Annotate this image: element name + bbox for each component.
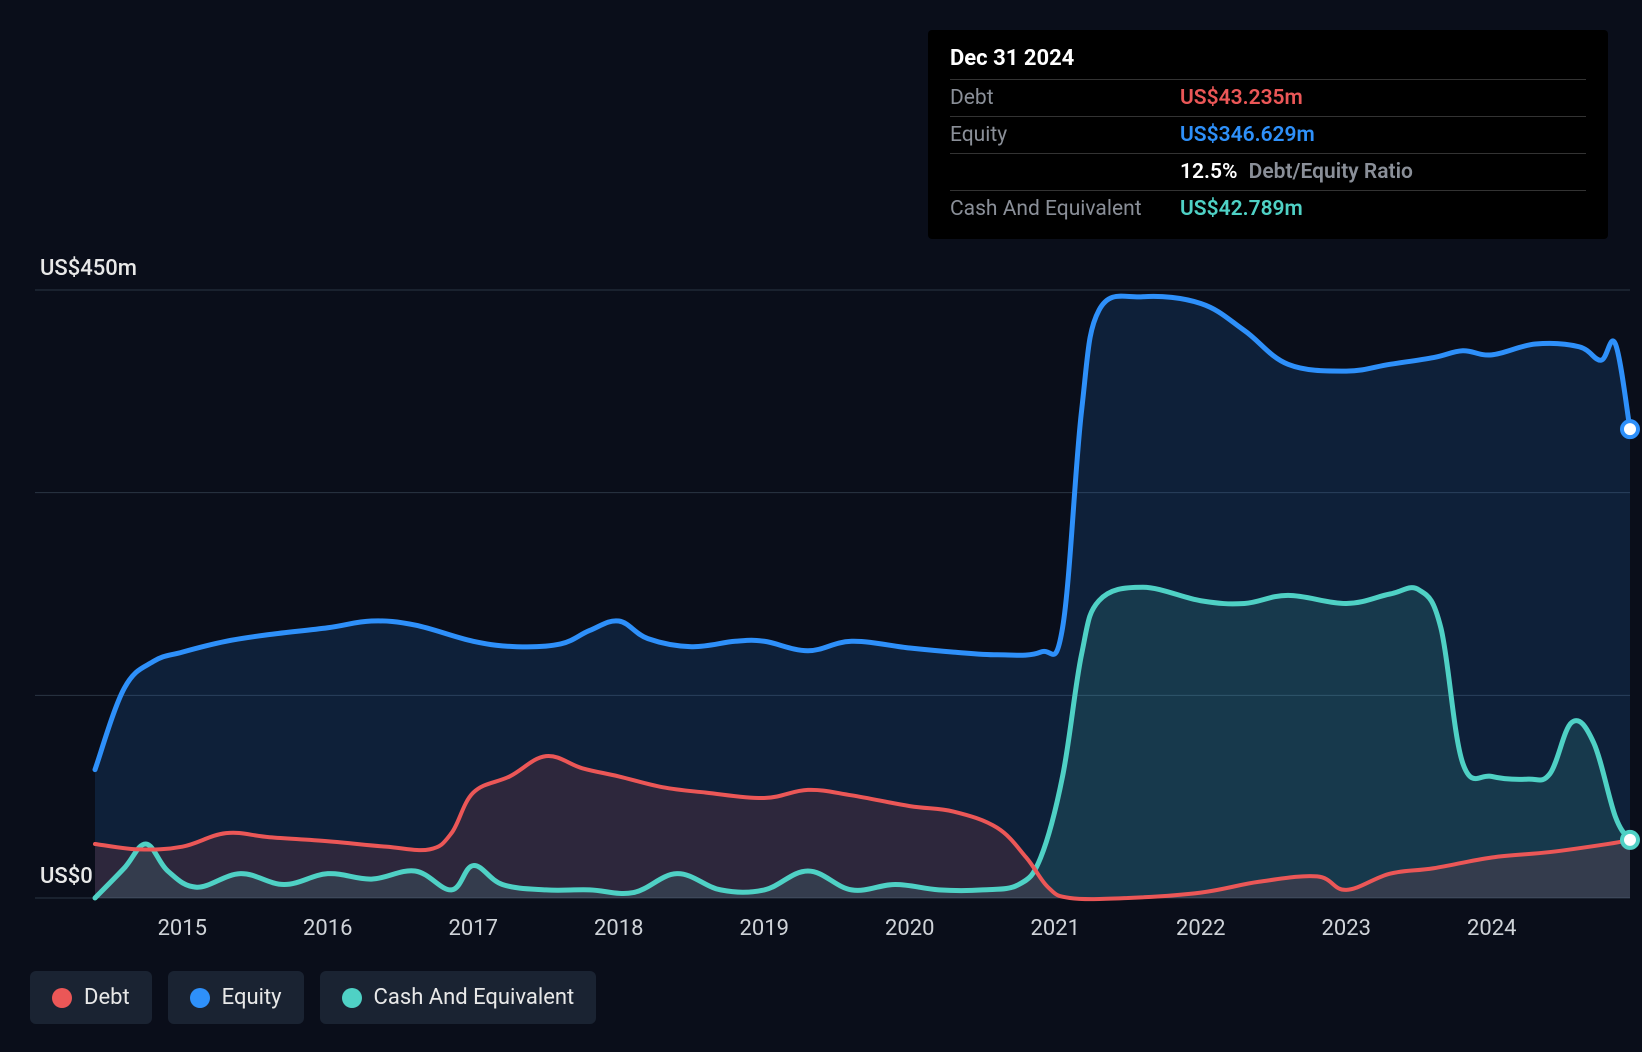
legend-label: Equity [222, 985, 282, 1010]
x-axis-tick-label: 2023 [1322, 916, 1371, 941]
legend-item[interactable]: Debt [30, 971, 152, 1024]
tooltip-row: DebtUS$43.235m [950, 79, 1586, 116]
x-axis-tick-label: 2022 [1176, 916, 1225, 941]
y-axis-tick-label: US$0 [40, 864, 93, 889]
tooltip-value: 12.5% Debt/Equity Ratio [1180, 160, 1586, 184]
legend-dot-icon [190, 988, 210, 1008]
tooltip-row: EquityUS$346.629m [950, 116, 1586, 153]
tooltip-value: US$42.789m [1180, 197, 1586, 221]
chart-container: US$0 US$450m 2015 2016 2017 2018 2019 2020 2021… [0, 0, 1642, 1052]
x-axis-tick-label: 2017 [449, 916, 498, 941]
legend-label: Cash And Equivalent [374, 985, 575, 1010]
legend-label: Debt [84, 985, 130, 1010]
tooltip-row: 12.5% Debt/Equity Ratio [950, 153, 1586, 190]
x-axis-tick-label: 2024 [1467, 916, 1516, 941]
x-axis-tick-label: 2020 [885, 916, 934, 941]
tooltip-value: US$346.629m [1180, 123, 1586, 147]
legend-item[interactable]: Equity [168, 971, 304, 1024]
legend-dot-icon [52, 988, 72, 1008]
chart-tooltip: Dec 31 2024 DebtUS$43.235mEquityUS$346.6… [928, 30, 1608, 239]
x-axis-tick-label: 2016 [303, 916, 352, 941]
x-axis-tick-label: 2015 [158, 916, 207, 941]
x-axis-tick-label: 2019 [740, 916, 789, 941]
legend-dot-icon [342, 988, 362, 1008]
tooltip-date: Dec 31 2024 [950, 46, 1586, 79]
tooltip-row: Cash And EquivalentUS$42.789m [950, 190, 1586, 227]
tooltip-key: Equity [950, 123, 1180, 147]
tooltip-key: Cash And Equivalent [950, 197, 1180, 221]
tooltip-key: Debt [950, 86, 1180, 110]
x-axis-tick-label: 2021 [1031, 916, 1080, 941]
chart-legend: Debt Equity Cash And Equivalent [30, 971, 596, 1024]
y-axis-tick-label: US$450m [40, 256, 137, 281]
tooltip-value: US$43.235m [1180, 86, 1586, 110]
x-axis-tick-label: 2018 [594, 916, 643, 941]
legend-item[interactable]: Cash And Equivalent [320, 971, 597, 1024]
